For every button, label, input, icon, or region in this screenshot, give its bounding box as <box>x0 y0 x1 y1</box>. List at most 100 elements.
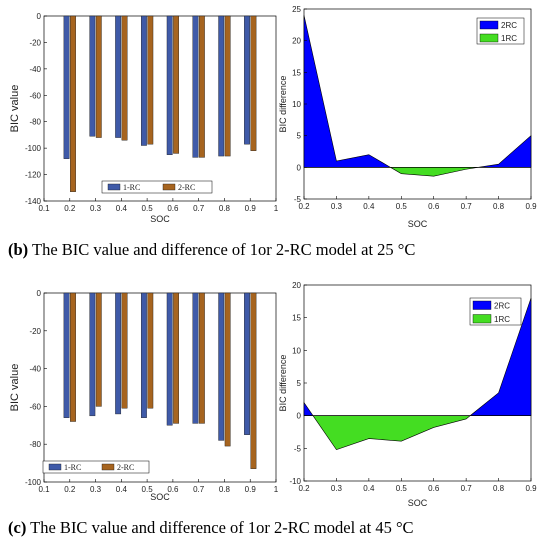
bar-2-rc-0.2 <box>70 15 76 192</box>
y-tick-label: 20 <box>292 281 301 290</box>
bar-2-rc-0.4 <box>121 292 128 409</box>
x-tick-label: 0.4 <box>363 484 375 493</box>
bar-1-rc-0.7 <box>192 15 199 158</box>
bar-1-rc-0.5 <box>140 15 147 146</box>
bar-2-rc-0.9 <box>250 292 257 469</box>
bar-2-rc-0.6 <box>173 15 180 154</box>
y-axis-label: BIC value <box>9 364 21 412</box>
plot-frame <box>43 15 277 202</box>
y-tick-label: -60 <box>29 91 41 100</box>
y-tick-label: 0 <box>37 289 42 298</box>
bar-1-rc-0.8 <box>218 15 225 157</box>
caption-b-label: (b) <box>8 240 29 259</box>
area-chart-3: 20 15 10 5 0 -5 -100.2 0.3 0.4 0.5 0.6 0.7 0.8 0.9 SOC… <box>278 281 537 508</box>
caption-b: (b) The BIC value and difference of 1or … <box>8 240 415 260</box>
y-tick-label: -10 <box>289 477 301 486</box>
y-axis-label: BIC difference <box>278 355 288 412</box>
legend-label-1-rc: 1-RC <box>123 183 140 192</box>
y-tick-label: 10 <box>292 346 301 355</box>
y-tick-label: 25 <box>292 5 301 14</box>
x-tick-label: 0.4 <box>116 204 128 213</box>
caption-c-text: The BIC value and difference of 1or 2-RC… <box>30 518 414 537</box>
bar-2-rc-0.8 <box>224 292 231 447</box>
y-tick-label: 10 <box>292 100 301 109</box>
y-tick-label: -100 <box>25 478 42 487</box>
bar-1-rc-0.3 <box>89 15 96 137</box>
y-tick-label: -20 <box>29 327 41 336</box>
legend-label-2-rc: 2-RC <box>178 183 195 192</box>
legend: 1-RC 2-RC <box>101 180 213 194</box>
legend-box <box>101 180 213 194</box>
x-tick-label: 0.7 <box>193 204 205 213</box>
x-axis-label: SOC <box>150 214 170 224</box>
legend-swatch-2-rc <box>162 183 176 191</box>
y-tick-label: 15 <box>292 314 301 323</box>
legend-swatch-1-rc <box>48 463 62 471</box>
x-tick-label: 0.3 <box>90 485 102 494</box>
legend-swatch-2rc <box>472 300 492 310</box>
legend-swatch-1-rc <box>107 183 121 191</box>
bar-1-rc-0.4 <box>115 292 122 415</box>
bar-1-rc-0.8 <box>218 292 225 441</box>
y-tick-label: -80 <box>29 118 41 127</box>
x-tick-label: 0.5 <box>396 202 408 211</box>
bar-1-rc-0.7 <box>192 292 199 424</box>
y-tick-label: 20 <box>292 37 301 46</box>
legend-label-1rc: 1RC <box>501 34 517 43</box>
bar-1-rc-0.2 <box>63 15 70 159</box>
x-tick-label: 0.1 <box>38 204 50 213</box>
bar-1-rc-0.9 <box>244 15 250 145</box>
x-tick-label: 0.5 <box>142 485 154 494</box>
bar-1-rc-0.5 <box>140 292 147 418</box>
legend-label-2-rc: 2-RC <box>117 463 134 472</box>
x-tick-label: 0.9 <box>525 202 537 211</box>
x-tick-label: 0.6 <box>167 485 179 494</box>
x-tick-label: 0.5 <box>396 484 408 493</box>
bar-2-rc-0.9 <box>250 15 257 151</box>
bar-1-rc-0.2 <box>63 292 70 418</box>
bar-2-rc-0.6 <box>173 292 180 424</box>
y-tick-label: -40 <box>29 65 41 74</box>
y-tick-label: -140 <box>25 197 42 206</box>
y-tick-label: 15 <box>292 68 301 77</box>
y-axis-label: BIC difference <box>278 76 288 133</box>
y-tick-label: -40 <box>29 365 41 374</box>
x-tick-label: 0.3 <box>331 484 343 493</box>
legend-box <box>42 460 150 474</box>
legend-swatch-2-rc <box>101 463 115 471</box>
bar-2-rc-0.2 <box>70 292 76 422</box>
y-tick-label: -5 <box>294 195 302 204</box>
bar-2-rc-0.5 <box>147 15 154 145</box>
x-axis-label: SOC <box>408 219 428 229</box>
bar-1-rc-0.4 <box>115 15 122 138</box>
x-tick-label: 0.6 <box>428 484 440 493</box>
x-tick-label: 0.7 <box>461 484 473 493</box>
x-axis-label: SOC <box>150 492 170 502</box>
y-tick-label: -80 <box>29 440 41 449</box>
x-tick-label: 0.7 <box>461 202 473 211</box>
legend-label-2rc: 2RC <box>501 21 517 30</box>
x-axis-label: SOC <box>408 498 428 508</box>
x-tick-label: 0.6 <box>167 204 179 213</box>
legend-swatch-1rc <box>472 314 492 324</box>
bar-2-rc-0.4 <box>121 15 128 141</box>
y-tick-label: 0 <box>37 12 42 21</box>
y-tick-label: 0 <box>297 412 302 421</box>
area-chart-1: 25 20 15 10 5 0 -50.2 0.3 0.4 0.5 0.6 0.7 0.8 0.9 SOC B… <box>278 5 537 229</box>
x-tick-label: 0.9 <box>245 204 257 213</box>
y-tick-label: -5 <box>294 444 302 453</box>
y-axis-label: BIC value <box>9 85 21 133</box>
bar-2-rc-0.3 <box>95 15 102 138</box>
caption-b-text: The BIC value and difference of 1or 2-RC… <box>32 240 416 259</box>
bar-2-rc-0.7 <box>198 15 205 158</box>
x-tick-label: 0.5 <box>142 204 154 213</box>
legend-swatch-2rc <box>479 20 499 30</box>
legend: 1-RC 2-RC <box>42 460 150 474</box>
x-tick-label: 0.4 <box>116 485 128 494</box>
bar-1-rc-0.6 <box>166 292 173 426</box>
x-tick-label: 0.3 <box>90 204 102 213</box>
bar-1-rc-0.9 <box>244 292 250 435</box>
